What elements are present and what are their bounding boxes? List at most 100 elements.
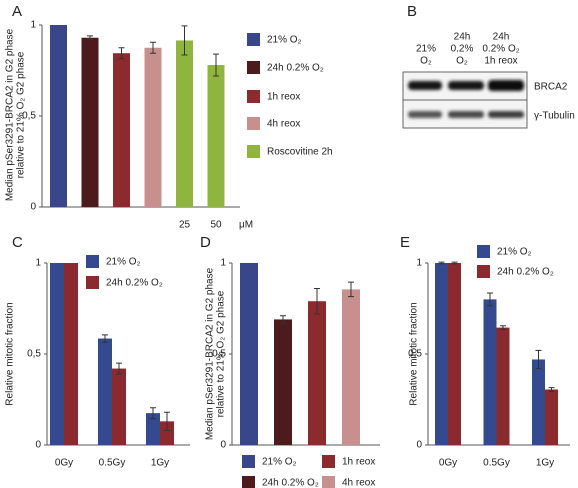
legend-swatch	[242, 476, 255, 488]
bar	[113, 53, 130, 208]
y-tick-label: 0,5	[408, 349, 422, 360]
legend-label: 24h 0.2% O₂	[267, 63, 324, 74]
bar	[160, 421, 174, 445]
bar	[50, 25, 67, 207]
bar	[435, 263, 448, 445]
legend-swatch	[322, 476, 335, 488]
legend-swatch	[247, 33, 260, 46]
x-tick-label: 0Gy	[55, 458, 73, 469]
bar	[176, 40, 193, 207]
x-unit: μM	[239, 220, 253, 231]
legend-label: 24h 0.2% O₂	[262, 478, 319, 488]
bar	[496, 327, 510, 445]
legend-label: 21% O₂	[106, 257, 141, 268]
legend-label: 21% O₂	[497, 247, 532, 258]
bar	[146, 413, 160, 445]
band	[408, 81, 442, 90]
y-tick-label: 1	[35, 258, 41, 269]
bar	[98, 338, 112, 445]
bar	[545, 389, 558, 445]
bar	[342, 289, 360, 445]
error-bar	[438, 261, 445, 265]
panel-letter: C	[12, 234, 23, 251]
x-tick-label: 0Gy	[439, 458, 457, 469]
legend-label: 1h reox	[267, 92, 300, 103]
legend-swatch	[247, 90, 260, 103]
legend-swatch	[322, 455, 335, 468]
y-tick-label: 1	[220, 258, 226, 269]
error-bar	[150, 407, 156, 420]
x-tick-label: 1Gy	[151, 458, 169, 469]
panel-letter: A	[12, 3, 22, 20]
bar	[240, 263, 258, 445]
legend-label: 4h reox	[267, 119, 300, 130]
legend-label: Roscovitine 2h	[267, 147, 333, 158]
bar	[274, 319, 292, 445]
error-bar	[280, 315, 286, 324]
error-bar	[451, 261, 458, 265]
y-axis-label: relative to 21% O₂ G2 phase	[16, 51, 27, 178]
bar	[532, 359, 545, 445]
error-bar	[500, 325, 506, 330]
y-tick-label: 0,5	[212, 349, 226, 360]
legend-label: 24h 0.2% O₂	[497, 267, 554, 278]
y-tick-label: 0	[220, 440, 226, 451]
y-tick-label: 0	[30, 202, 36, 213]
y-axis-label: Relative mitotic fraction	[5, 302, 16, 405]
legend-swatch	[86, 276, 99, 289]
blot-panel: B 21% O₂ 24h 0.2% O₂ 24h 0.2% O₂ 1h reox…	[402, 3, 575, 129]
lane-label: O₂	[420, 56, 432, 67]
y-axis-label: relative to 21% O₂ G2 phase	[216, 290, 227, 417]
error-bar	[87, 35, 93, 41]
bar	[308, 301, 326, 445]
band-label: γ-Tubulin	[534, 111, 575, 122]
x-tick-label: 1Gy	[536, 458, 554, 469]
lane-label: 1h reox	[484, 56, 517, 67]
lane-label: O₂	[456, 56, 468, 67]
legend-label: 1h reox	[342, 457, 375, 468]
bar	[448, 263, 461, 445]
bar	[64, 263, 78, 445]
band	[488, 111, 524, 118]
panel-letter: D	[200, 234, 211, 251]
error-bar	[487, 292, 493, 307]
bar	[207, 65, 225, 207]
legend-label: 21% O₂	[262, 457, 297, 468]
band	[408, 111, 442, 118]
bands	[408, 80, 524, 118]
bar	[112, 368, 126, 445]
panel-letter: B	[407, 3, 417, 20]
lane-label: 24h	[454, 32, 471, 43]
y-tick-label: 1	[416, 258, 422, 269]
y-axis-label: Median pSer3291-BRCA2 in G2 phase	[5, 28, 16, 201]
error-bar	[102, 334, 108, 343]
error-bar	[116, 362, 122, 375]
x-tick-label: 0.5Gy	[483, 458, 510, 469]
error-bar	[314, 287, 320, 315]
legend-swatch	[477, 245, 490, 258]
x-tick-label: 50	[210, 220, 222, 231]
error-bar	[213, 53, 219, 77]
legend-swatch	[242, 455, 255, 468]
legend-swatch	[247, 61, 260, 74]
y-tick-label: 0	[35, 440, 41, 451]
panel-letter: E	[400, 234, 410, 251]
error-bar	[535, 349, 542, 370]
error-bar	[118, 47, 125, 60]
x-tick-label: 0.5Gy	[99, 458, 126, 469]
lane-label: 24h	[493, 32, 510, 43]
error-bar	[348, 281, 354, 298]
y-tick-label: 0,5	[27, 349, 41, 360]
band	[448, 111, 484, 118]
bar	[144, 47, 162, 207]
lane-label: 0.2%	[451, 44, 474, 55]
band	[488, 80, 524, 91]
band	[448, 81, 484, 90]
x-tick-label: 25	[179, 220, 191, 231]
error-bar	[548, 387, 555, 392]
band-label: BRCA2	[534, 82, 568, 93]
legend-swatch	[477, 265, 490, 278]
bar	[50, 263, 64, 445]
legend-label: 4h reox	[342, 478, 375, 488]
